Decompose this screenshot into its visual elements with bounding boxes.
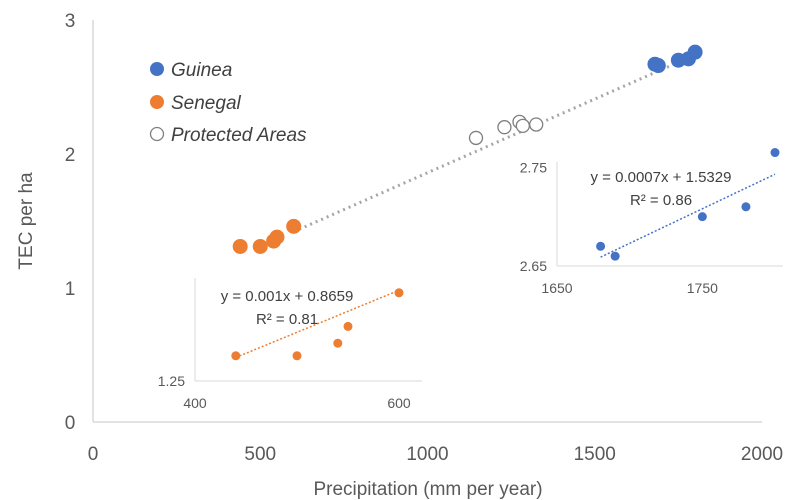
- inset-guinea-points: [596, 148, 780, 261]
- inset-senegal-r2: R² = 0.81: [256, 311, 318, 328]
- inset-senegal-x-tick-1: 600: [387, 395, 411, 411]
- legend-marker-protected-areas: [149, 126, 165, 142]
- y-tick-label-1: 1: [65, 279, 76, 300]
- inset-guinea-y-tick-0: 2.65: [520, 258, 547, 274]
- point-guinea-1: [650, 58, 666, 74]
- legend-label-guinea: Guinea: [171, 60, 232, 81]
- x-axis-label: Precipitation (mm per year): [313, 479, 542, 500]
- x-tick-label-2: 1000: [406, 444, 448, 465]
- inset-senegal-point-2: [333, 338, 343, 348]
- main-tick-labels: 0 500 1000 1500 2000 0 1 2 3: [65, 11, 783, 465]
- legend-label-senegal: Senegal: [171, 93, 242, 114]
- point-senegal-3: [269, 229, 285, 245]
- y-tick-label-2: 2: [65, 145, 76, 166]
- inset-senegal-x-tick-0: 400: [183, 395, 207, 411]
- point-senegal-0: [232, 238, 248, 254]
- inset-senegal: 400 600 1.25 y = 0.001x + 0.8659 R² = 0.81: [158, 278, 422, 411]
- inset-guinea-equation: y = 0.0007x + 1.5329: [591, 169, 732, 186]
- point-senegal-4: [286, 218, 302, 234]
- inset-guinea-point-3: [741, 202, 751, 212]
- x-tick-label-3: 1500: [574, 444, 616, 465]
- main-points: [232, 44, 703, 254]
- inset-guinea-x-tick-0: 1650: [541, 280, 572, 296]
- inset-guinea-tick-labels: 1650 1750 2.65 2.75: [520, 159, 718, 296]
- legend-marker-senegal: [150, 95, 164, 109]
- x-tick-label-1: 500: [244, 444, 276, 465]
- point-protected-areas-1: [497, 120, 512, 135]
- inset-guinea: 1650 1750 2.65 2.75 y = 0.0007x + 1.5329 R²…: [520, 148, 783, 296]
- inset-guinea-point-2: [697, 212, 707, 222]
- point-protected-areas-0: [468, 130, 484, 146]
- legend-label-protected-areas: Protected Areas: [171, 125, 307, 146]
- inset-guinea-r2: R² = 0.86: [630, 192, 692, 209]
- point-guinea-4: [687, 44, 703, 60]
- inset-guinea-trendline: [600, 173, 776, 258]
- inset-senegal-y-tick-0: 1.25: [158, 373, 185, 389]
- legend: Guinea Senegal Protected Areas: [149, 60, 307, 146]
- inset-guinea-y-tick-1: 2.75: [520, 159, 547, 175]
- x-tick-label-4: 2000: [741, 444, 783, 465]
- inset-guinea-point-4: [770, 148, 780, 158]
- point-protected-areas-4: [529, 117, 544, 132]
- inset-senegal-point-0: [231, 351, 241, 361]
- y-tick-label-3: 3: [65, 11, 76, 32]
- inset-senegal-equation: y = 0.001x + 0.8659: [221, 288, 354, 305]
- inset-senegal-point-3: [343, 321, 353, 331]
- inset-guinea-point-1: [610, 251, 620, 261]
- legend-marker-guinea: [150, 62, 164, 76]
- inset-senegal-tick-labels: 400 600 1.25: [158, 373, 411, 411]
- inset-guinea-point-0: [596, 241, 606, 251]
- inset-senegal-point-1: [292, 351, 302, 361]
- y-tick-label-0: 0: [65, 413, 76, 434]
- x-tick-label-0: 0: [88, 444, 99, 465]
- point-protected-areas-3: [515, 118, 530, 134]
- inset-senegal-trendline: [235, 289, 400, 359]
- inset-senegal-points: [231, 288, 404, 361]
- inset-senegal-point-4: [394, 288, 404, 298]
- y-axis-label: TEC per ha: [16, 172, 37, 270]
- main-trendline: [293, 53, 696, 234]
- point-senegal-1: [252, 238, 268, 254]
- inset-guinea-x-tick-1: 1750: [687, 280, 718, 296]
